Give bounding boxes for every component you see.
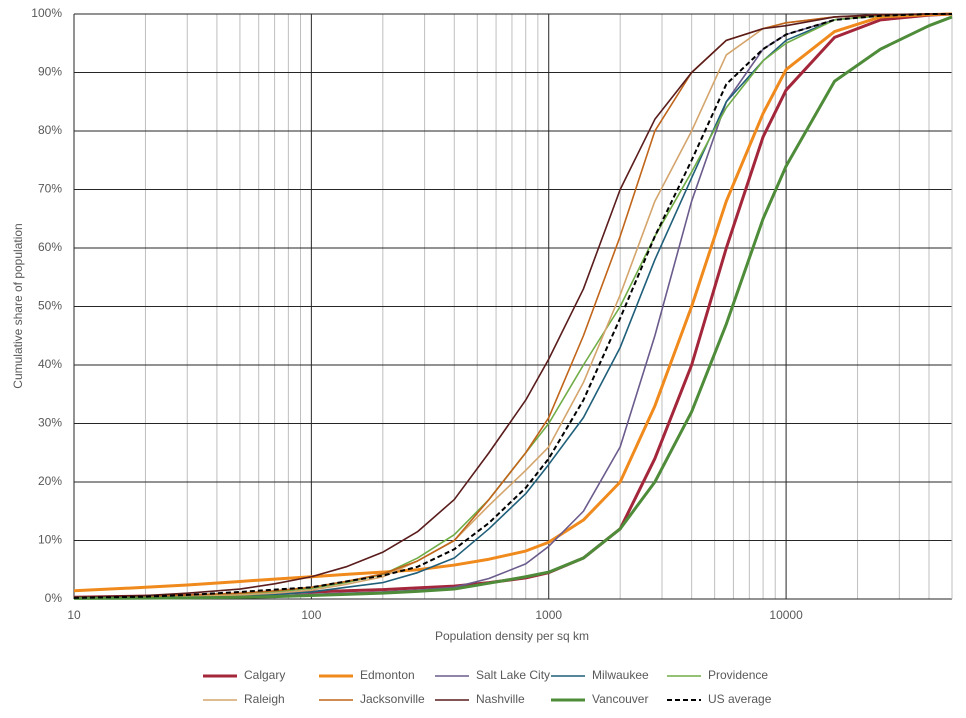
- x-tick-label: 100: [301, 608, 321, 622]
- y-axis-title: Cumulative share of population: [11, 223, 25, 388]
- y-tick-label: 20%: [38, 474, 62, 488]
- legend-label: Salt Lake City: [476, 668, 550, 682]
- y-tick-label: 30%: [38, 416, 62, 430]
- series-line: [73, 13, 952, 599]
- y-tick-label: 50%: [38, 299, 62, 313]
- series-line: [73, 15, 953, 600]
- x-axis-title: Population density per sq km: [435, 629, 589, 643]
- legend-label: Providence: [708, 668, 768, 682]
- series-line: [73, 12, 953, 599]
- series-line: [73, 13, 952, 599]
- series-line: [73, 13, 952, 599]
- y-tick-label: 0%: [45, 591, 63, 605]
- legend-label: Nashville: [476, 692, 525, 706]
- y-tick-label: 60%: [38, 240, 62, 254]
- series-line: [73, 13, 952, 599]
- legend-label: Edmonton: [360, 668, 415, 682]
- legend-label: Vancouver: [592, 692, 648, 706]
- legend-label: Calgary: [244, 668, 285, 682]
- x-tick-label: 10: [67, 608, 81, 622]
- legend-label: US average: [708, 692, 772, 706]
- y-tick-label: 100%: [31, 6, 62, 20]
- y-tick-label: 40%: [38, 357, 62, 371]
- y-tick-label: 70%: [38, 182, 62, 196]
- series-line: [73, 13, 952, 599]
- y-tick-label: 10%: [38, 533, 62, 547]
- x-tick-label: 1000: [535, 608, 562, 622]
- legend-label: Jacksonville: [360, 692, 425, 706]
- series-line: [73, 12, 953, 593]
- y-tick-label: 80%: [38, 123, 62, 137]
- legend-label: Milwaukee: [592, 668, 649, 682]
- series-line: [73, 13, 952, 600]
- legend-label: Raleigh: [244, 692, 285, 706]
- y-tick-label: 90%: [38, 65, 62, 79]
- x-tick-label: 10000: [769, 608, 803, 622]
